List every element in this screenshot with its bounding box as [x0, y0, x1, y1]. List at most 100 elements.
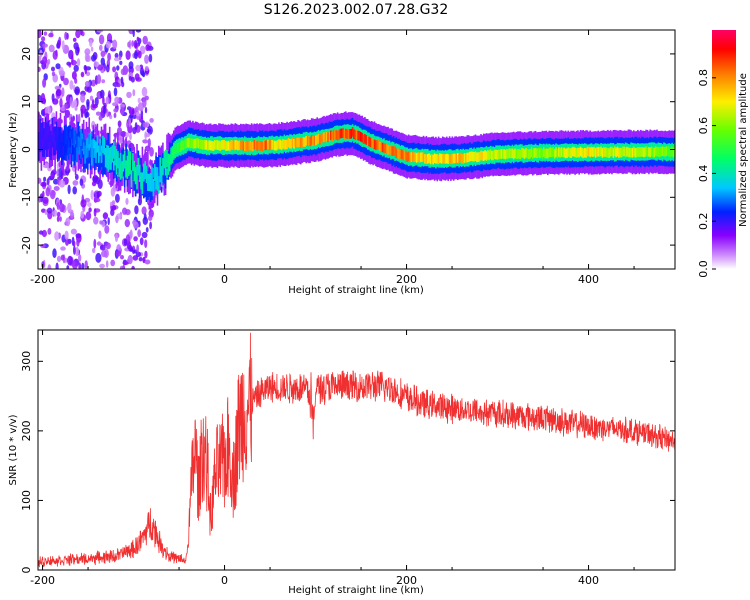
y-tick-label: -10: [20, 188, 33, 206]
noise-speck: [66, 265, 70, 269]
ridge-cell: [342, 128, 344, 138]
ridge-cell: [193, 138, 196, 149]
noise-speck: [122, 66, 126, 76]
ridge-cell: [61, 136, 63, 154]
ridge-cell: [287, 137, 290, 148]
y-tick-label: 100: [20, 490, 33, 511]
ridge-cell: [118, 158, 120, 168]
ridge-cell: [216, 140, 219, 150]
noise-speck: [99, 220, 103, 225]
ridge-cell: [469, 151, 471, 162]
ridge-cell: [559, 148, 561, 158]
ridge-cell: [358, 131, 361, 141]
ridge-cell: [437, 154, 440, 165]
noise-speck: [120, 106, 125, 116]
ridge-cell: [529, 149, 531, 159]
ridge-cell: [87, 147, 89, 158]
noise-speck: [64, 230, 69, 240]
ridge-cell: [208, 140, 211, 150]
ridge-cell: [200, 139, 202, 150]
noise-speck: [48, 32, 54, 38]
noise-speck: [73, 245, 76, 255]
spectrogram-image: [38, 30, 675, 269]
noise-speck: [91, 79, 96, 87]
ridge-cell: [502, 149, 504, 159]
noise-speck: [59, 180, 66, 188]
noise-speck: [72, 37, 77, 42]
ridge-cell: [95, 141, 97, 159]
noise-speck: [118, 55, 122, 60]
ridge-cell: [153, 182, 156, 192]
noise-speck: [114, 52, 119, 59]
ridge-cell: [179, 142, 182, 152]
noise-speck: [88, 207, 92, 213]
ridge-cell: [39, 119, 41, 148]
ridge-cell: [357, 130, 359, 141]
ridge-cell: [492, 150, 494, 161]
ridge-cell: [583, 147, 586, 158]
ridge-cell: [467, 152, 470, 163]
noise-speck: [145, 44, 150, 52]
noise-speck: [145, 227, 149, 233]
noise-speck: [38, 230, 44, 235]
ridge-cell: [175, 144, 178, 154]
ridge-cell: [645, 146, 647, 156]
noise-speck: [142, 139, 149, 144]
ridge-cell: [402, 150, 404, 161]
ridge-cell: [162, 164, 164, 175]
ridge-cell: [47, 132, 50, 150]
noise-speck: [93, 216, 99, 225]
ridge-cell: [72, 145, 74, 155]
ridge-cell: [110, 146, 112, 164]
ridge-cell: [80, 149, 82, 159]
noise-speck: [119, 60, 123, 65]
ridge-cell: [203, 139, 205, 150]
ridge-cell: [613, 146, 616, 156]
ridge-cell: [330, 130, 332, 141]
noise-speck: [98, 230, 102, 239]
noise-speck: [41, 208, 46, 213]
ridge-cell: [96, 136, 99, 146]
noise-speck: [56, 211, 61, 217]
ridge-cell: [585, 148, 587, 158]
ridge-cell: [59, 128, 62, 138]
noise-speck: [113, 108, 119, 113]
spectrogram-panel: -200 0 200 400 -20 -10 0 10 20 Height of straigh…: [8, 29, 676, 296]
ridge-cell: [178, 142, 181, 153]
noise-speck: [52, 209, 58, 217]
ridge-cell: [325, 132, 328, 142]
noise-speck: [97, 64, 104, 71]
noise-speck: [85, 111, 90, 118]
noise-speck: [71, 71, 77, 80]
ridge-cell: [256, 141, 258, 151]
ridge-cell: [103, 145, 105, 175]
ridge-cell: [151, 182, 153, 192]
ridge-cell: [67, 125, 70, 155]
ridge-cell: [401, 149, 403, 160]
ridge-cell: [312, 136, 314, 146]
ridge-cell: [384, 143, 387, 153]
ridge-cell: [133, 163, 136, 182]
ridge-cell: [149, 181, 152, 192]
ridge-cell: [166, 150, 168, 168]
noise-speck: [72, 180, 79, 186]
ridge-cell: [44, 129, 47, 139]
noise-speck: [142, 35, 148, 45]
noise-speck: [129, 133, 132, 141]
ridge-cell: [306, 136, 309, 147]
y-tick-label: 20: [20, 47, 33, 61]
noise-speck: [105, 96, 110, 105]
ridge-cell: [458, 153, 460, 164]
noise-speck: [110, 209, 115, 216]
ridge-cell: [364, 134, 366, 144]
noise-speck: [60, 246, 66, 251]
ridge-cell: [50, 138, 52, 157]
noise-speck: [131, 40, 134, 47]
ridge-cell: [639, 147, 642, 157]
ridge-cell: [598, 147, 601, 157]
noise-speck: [112, 39, 118, 50]
ridge-cell: [362, 134, 365, 145]
ridge-cell: [321, 132, 324, 143]
noise-speck: [85, 54, 91, 63]
ridge-cell: [201, 140, 204, 150]
